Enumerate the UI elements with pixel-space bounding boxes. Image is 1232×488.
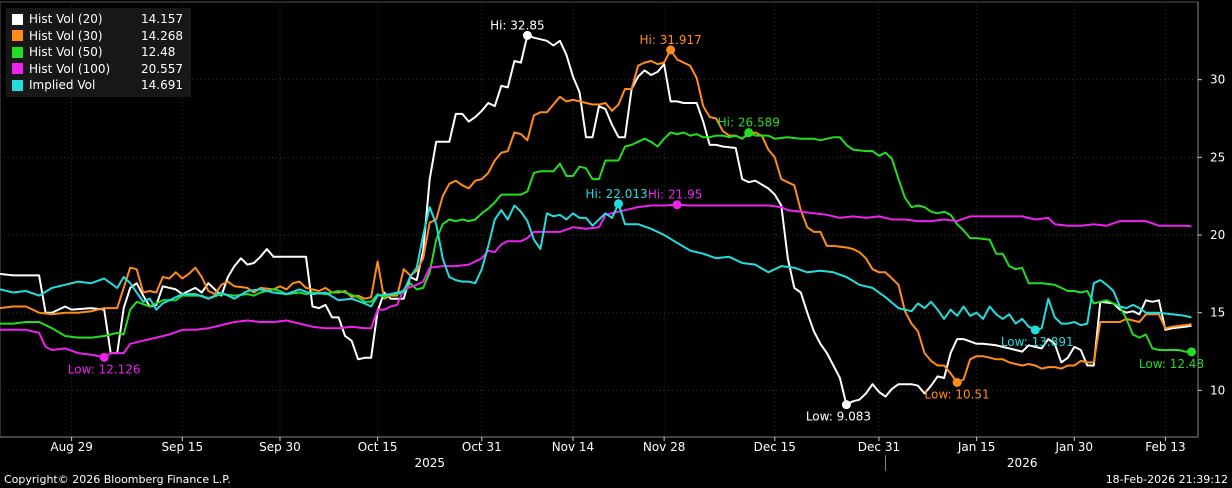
year-label: 2026 xyxy=(1007,456,1038,470)
legend-series-name: Hist Vol (50) xyxy=(29,45,103,59)
y-tick-label: 30 xyxy=(1210,73,1225,87)
annotation-marker xyxy=(99,352,109,362)
legend-entry[interactable]: Hist Vol (20) 14.157 xyxy=(12,11,183,28)
series-line xyxy=(0,202,1192,331)
annotation-marker xyxy=(614,199,624,209)
y-tick-label: 25 xyxy=(1210,150,1225,164)
legend-entry[interactable]: Implied Vol 14.691 xyxy=(12,77,183,94)
annotation-marker xyxy=(666,45,676,55)
legend-series-value: 20.557 xyxy=(141,61,183,76)
annotation-marker xyxy=(522,30,532,40)
legend-swatch-icon xyxy=(12,79,23,91)
x-tick-label: Nov 28 xyxy=(643,440,686,454)
x-tick-label: Aug 29 xyxy=(50,440,93,454)
timestamp-text: 18-Feb-2026 21:39:12 xyxy=(1105,473,1228,486)
legend-swatch-icon xyxy=(12,63,23,75)
legend-swatch-icon xyxy=(12,46,23,58)
legend-series-value: 14.691 xyxy=(141,78,183,92)
x-tick-label: Sep 15 xyxy=(161,440,203,454)
x-tick-label: Feb 13 xyxy=(1145,440,1185,454)
x-tick-label: Oct 15 xyxy=(358,440,398,454)
annotation-marker xyxy=(952,377,962,387)
annotation-label: Low: 13.891 xyxy=(1001,335,1074,349)
annotation-label: Low: 10.51 xyxy=(925,387,990,401)
legend-series-name: Hist Vol (100) xyxy=(29,61,111,76)
annotation-marker xyxy=(1186,347,1196,357)
annotation-label: Hi: 32.85 xyxy=(490,18,545,32)
x-tick-label: Jan 15 xyxy=(957,440,996,454)
legend-series-name: Hist Vol (20) xyxy=(29,12,103,26)
annotation-marker xyxy=(1030,325,1040,335)
chart-legend: Hist Vol (20) 14.157 Hist Vol (30) 14.268 … xyxy=(6,8,191,97)
legend-series-value: 14.157 xyxy=(141,12,183,26)
y-tick-label: 10 xyxy=(1210,383,1225,397)
x-tick-label: Dec 31 xyxy=(858,440,900,454)
legend-series-value: 14.268 xyxy=(141,28,183,43)
year-label: 2025 xyxy=(414,456,445,470)
x-tick-label: Jan 30 xyxy=(1054,440,1093,454)
legend-swatch-icon xyxy=(12,13,23,25)
legend-series-name: Implied Vol xyxy=(29,78,96,92)
series-line xyxy=(0,203,1192,359)
annotation-marker xyxy=(841,400,851,410)
annotation-marker xyxy=(672,200,682,210)
annotation-label: Low: 12.126 xyxy=(68,362,141,376)
x-tick-label: Nov 14 xyxy=(552,440,595,454)
legend-entry[interactable]: Hist Vol (30) 14.268 xyxy=(12,28,183,45)
annotation-label: Hi: 21.95 xyxy=(648,188,703,202)
legend-entry[interactable]: Hist Vol (50) 12.48 xyxy=(12,44,183,61)
annotation-label: Low: 12.48 xyxy=(1139,357,1204,371)
annotation-label: Low: 9.083 xyxy=(806,410,871,424)
chart-annotations: Hi: 32.85 Hi: 31.917 Hi: 26.589 Hi: 22.013 H… xyxy=(68,18,1204,423)
legend-series-value: 12.48 xyxy=(141,45,176,59)
x-tick-label: Dec 15 xyxy=(754,440,796,454)
legend-swatch-icon xyxy=(12,30,23,42)
annotation-label: Hi: 26.589 xyxy=(718,116,780,130)
chart-series-lines xyxy=(0,34,1192,406)
legend-series-name: Hist Vol (30) xyxy=(29,28,103,43)
annotation-marker xyxy=(744,128,754,138)
series-line xyxy=(0,131,1192,353)
annotation-label: Hi: 22.013 xyxy=(585,187,647,201)
annotation-label: Hi: 31.917 xyxy=(640,33,702,47)
y-tick-label: 20 xyxy=(1210,228,1225,242)
x-tick-label: Sep 30 xyxy=(259,440,301,454)
copyright-text: Copyright© 2026 Bloomberg Finance L.P. xyxy=(4,473,231,486)
x-tick-label: Oct 31 xyxy=(462,440,502,454)
legend-entry[interactable]: Hist Vol (100) 20.557 xyxy=(12,61,183,78)
y-tick-label: 15 xyxy=(1210,306,1225,320)
series-line xyxy=(0,34,1192,406)
